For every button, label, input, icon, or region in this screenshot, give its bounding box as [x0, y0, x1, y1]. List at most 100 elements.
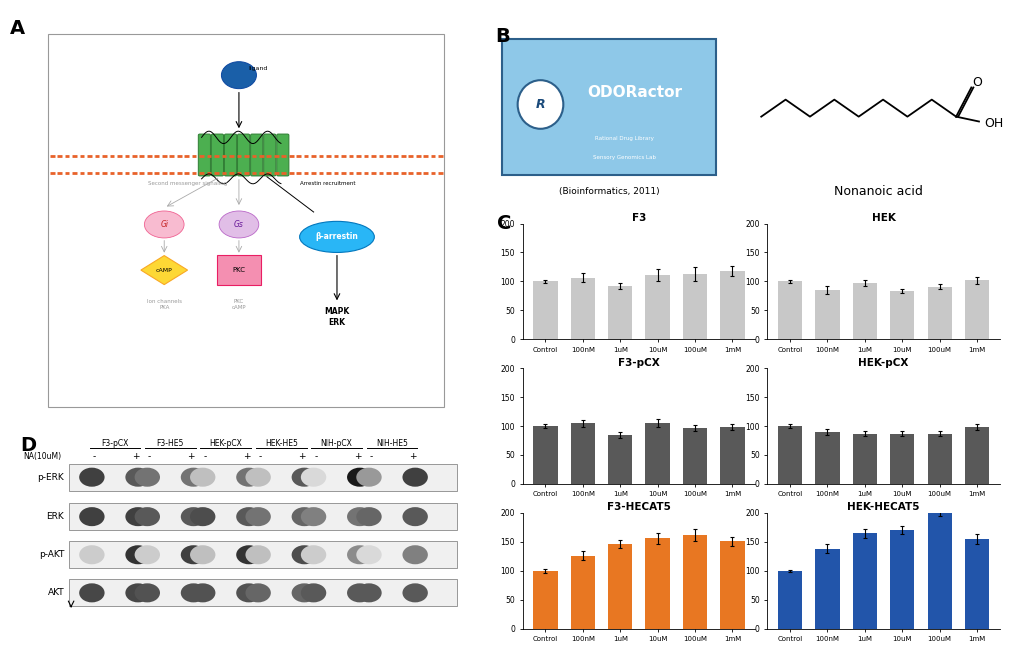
Bar: [777, 281, 802, 339]
Ellipse shape: [356, 507, 382, 526]
Title: HEK: HEK: [872, 213, 895, 223]
Ellipse shape: [403, 468, 428, 487]
FancyBboxPatch shape: [502, 39, 716, 175]
Text: p-ERK: p-ERK: [38, 472, 64, 481]
Text: +: +: [132, 452, 139, 461]
Bar: [890, 291, 915, 339]
Text: F3-HE5: F3-HE5: [156, 439, 184, 448]
FancyBboxPatch shape: [238, 134, 250, 176]
FancyBboxPatch shape: [277, 134, 289, 176]
Polygon shape: [141, 255, 188, 284]
Bar: [815, 549, 839, 629]
Ellipse shape: [144, 211, 184, 238]
Text: B: B: [494, 27, 510, 46]
Text: Ion channels
PKA: Ion channels PKA: [147, 299, 182, 310]
Title: F3-HECAT5: F3-HECAT5: [607, 502, 671, 512]
Bar: [965, 280, 990, 339]
Bar: [890, 530, 915, 629]
Text: A: A: [10, 19, 25, 38]
Text: Gi: Gi: [160, 220, 168, 229]
Text: Second messenger signaling: Second messenger signaling: [148, 181, 227, 186]
Text: NA(10uM): NA(10uM): [23, 452, 62, 461]
Ellipse shape: [403, 507, 428, 526]
Text: AKT: AKT: [48, 588, 64, 597]
Bar: [570, 278, 595, 339]
Bar: [646, 538, 670, 629]
Text: +: +: [409, 452, 416, 461]
Ellipse shape: [219, 211, 259, 238]
Bar: [646, 275, 670, 339]
Ellipse shape: [181, 583, 206, 603]
Ellipse shape: [236, 507, 262, 526]
Ellipse shape: [291, 545, 317, 564]
Text: -: -: [92, 452, 95, 461]
Ellipse shape: [79, 583, 105, 603]
Text: MAPK
ERK: MAPK ERK: [325, 307, 349, 327]
Bar: [570, 556, 595, 629]
Text: O: O: [972, 76, 983, 89]
Ellipse shape: [291, 583, 317, 603]
Title: HEK-HECAT5: HEK-HECAT5: [848, 502, 920, 512]
Ellipse shape: [236, 583, 262, 603]
Text: +: +: [243, 452, 251, 461]
Bar: [928, 434, 952, 484]
Text: PKC: PKC: [232, 267, 246, 273]
Text: Rational Drug Library: Rational Drug Library: [595, 136, 654, 141]
Ellipse shape: [291, 507, 317, 526]
Ellipse shape: [300, 507, 326, 526]
Text: R: R: [536, 98, 545, 111]
Bar: [608, 544, 632, 629]
Bar: [965, 539, 990, 629]
Ellipse shape: [79, 468, 105, 487]
FancyBboxPatch shape: [69, 541, 457, 568]
Ellipse shape: [126, 468, 151, 487]
Ellipse shape: [356, 545, 382, 564]
Bar: [853, 283, 877, 339]
Bar: [646, 423, 670, 484]
Text: F3-pCX: F3-pCX: [102, 439, 129, 448]
Ellipse shape: [300, 468, 326, 487]
Text: -: -: [315, 452, 318, 461]
Ellipse shape: [79, 507, 105, 526]
FancyBboxPatch shape: [69, 579, 457, 607]
Bar: [853, 434, 877, 484]
Text: +: +: [353, 452, 361, 461]
Ellipse shape: [236, 468, 262, 487]
Text: -: -: [203, 452, 207, 461]
Ellipse shape: [300, 583, 326, 603]
Bar: [815, 432, 839, 484]
Text: HEK-HE5: HEK-HE5: [265, 439, 297, 448]
Text: D: D: [20, 436, 37, 456]
Ellipse shape: [181, 507, 206, 526]
Bar: [683, 274, 707, 339]
Text: (Bioinformatics, 2011): (Bioinformatics, 2011): [558, 187, 660, 196]
FancyBboxPatch shape: [198, 134, 210, 176]
Bar: [965, 426, 990, 484]
FancyBboxPatch shape: [69, 463, 457, 491]
Ellipse shape: [126, 507, 151, 526]
FancyBboxPatch shape: [264, 134, 276, 176]
Text: cAMP: cAMP: [156, 268, 173, 273]
FancyBboxPatch shape: [69, 503, 457, 530]
Ellipse shape: [347, 583, 373, 603]
Text: OH: OH: [985, 117, 1003, 130]
Text: Gs: Gs: [234, 220, 244, 229]
Ellipse shape: [135, 583, 160, 603]
FancyBboxPatch shape: [224, 134, 236, 176]
Bar: [721, 541, 745, 629]
Text: -: -: [259, 452, 262, 461]
Text: PKC
cAMP: PKC cAMP: [231, 299, 247, 310]
Title: HEK-pCX: HEK-pCX: [859, 358, 908, 367]
Text: ligand: ligand: [249, 67, 268, 71]
Ellipse shape: [291, 468, 317, 487]
FancyBboxPatch shape: [251, 134, 263, 176]
Ellipse shape: [181, 468, 206, 487]
Ellipse shape: [190, 507, 215, 526]
Text: Arrestin recruitment: Arrestin recruitment: [299, 181, 355, 186]
Ellipse shape: [190, 583, 215, 603]
Ellipse shape: [356, 468, 382, 487]
Bar: [683, 428, 707, 484]
Text: -: -: [369, 452, 373, 461]
Text: NIH-HE5: NIH-HE5: [377, 439, 408, 448]
Ellipse shape: [221, 62, 257, 89]
